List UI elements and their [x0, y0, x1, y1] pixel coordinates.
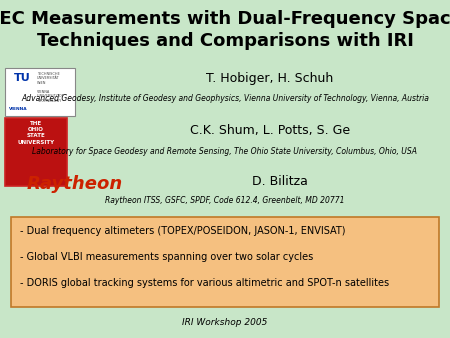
Bar: [5, 68, 75, 116]
Text: TEC Measurements with Dual-Frequency Space
Techniques and Comparisons with IRI: TEC Measurements with Dual-Frequency Spa…: [0, 10, 450, 50]
Text: T. Hobiger, H. Schuh: T. Hobiger, H. Schuh: [207, 72, 333, 85]
FancyBboxPatch shape: [11, 217, 439, 307]
Text: - Global VLBI measurements spanning over two solar cycles: - Global VLBI measurements spanning over…: [20, 252, 313, 262]
Text: TECHNISCHE
UNIVERSITÄT
WIEN

VIENNA
UNIVERSITY OF
TECHNOLOGY: TECHNISCHE UNIVERSITÄT WIEN VIENNA UNIVE…: [37, 72, 63, 103]
Text: Raytheon: Raytheon: [27, 175, 123, 193]
Text: VIENNA: VIENNA: [9, 107, 27, 111]
Text: Advanced Geodesy, Institute of Geodesy and Geophysics, Vienna University of Tech: Advanced Geodesy, Institute of Geodesy a…: [21, 94, 429, 103]
Text: TU: TU: [14, 73, 31, 83]
Text: C.K. Shum, L. Potts, S. Ge: C.K. Shum, L. Potts, S. Ge: [190, 124, 350, 137]
Text: - Dual frequency altimeters (TOPEX/POSEIDON, JASON-1, ENVISAT): - Dual frequency altimeters (TOPEX/POSEI…: [20, 226, 346, 236]
Text: IRI Workshop 2005: IRI Workshop 2005: [182, 318, 268, 327]
Text: Laboratory for Space Geodesy and Remote Sensing, The Ohio State University, Colu: Laboratory for Space Geodesy and Remote …: [32, 147, 418, 156]
Text: THE
OHIO
STATE
UNIVERSITY: THE OHIO STATE UNIVERSITY: [18, 121, 54, 145]
Text: Raytheon ITSS, GSFC, SPDF, Code 612.4, Greenbelt, MD 20771: Raytheon ITSS, GSFC, SPDF, Code 612.4, G…: [105, 196, 345, 205]
Bar: [5, 118, 67, 186]
Text: D. Bilitza: D. Bilitza: [252, 175, 308, 188]
Text: - DORIS global tracking systems for various altimetric and SPOT-n satellites: - DORIS global tracking systems for vari…: [20, 278, 389, 288]
